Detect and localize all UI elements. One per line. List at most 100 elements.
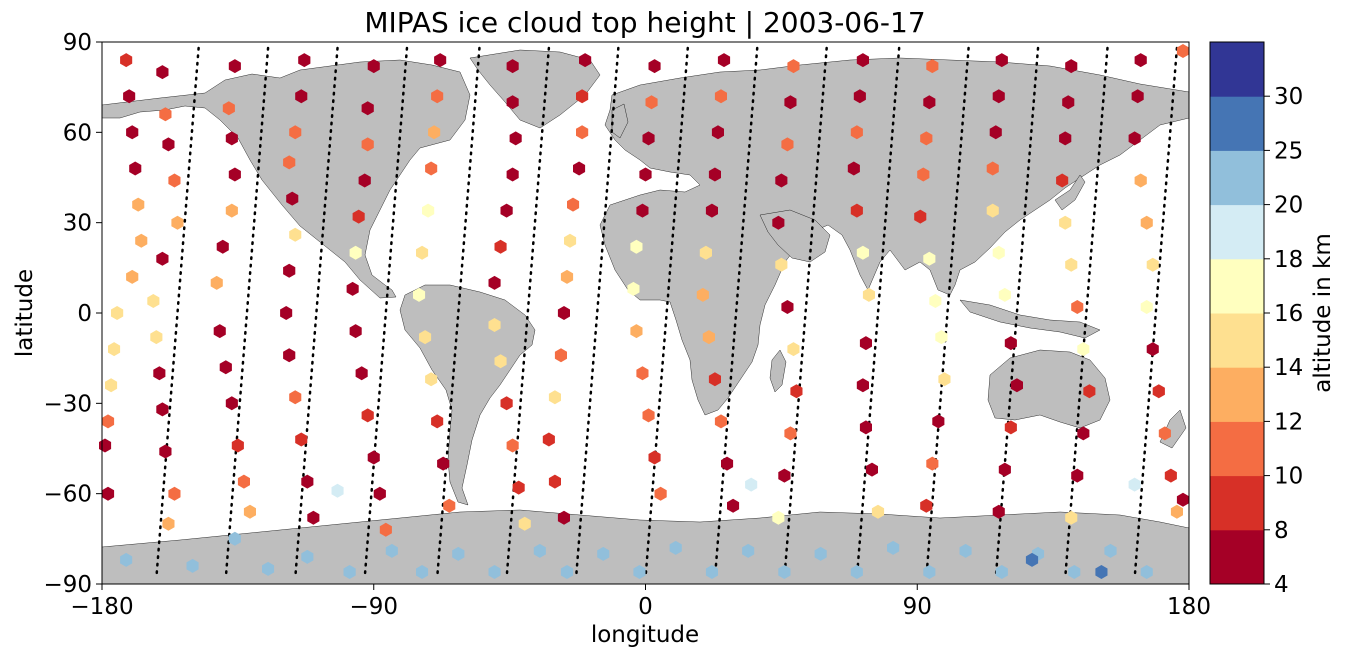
data-point-13 [159, 107, 172, 122]
data-point-212 [814, 546, 827, 561]
data-point-132 [781, 300, 794, 314]
data-point-211 [742, 543, 755, 558]
data-point-205 [301, 549, 314, 564]
x-tick-label-2: 0 [638, 594, 653, 620]
data-point-93 [567, 197, 580, 212]
data-point-155 [923, 251, 936, 266]
colorbar-tick-label-9: 30 [1274, 84, 1303, 110]
data-point-167 [992, 245, 1005, 260]
data-point-48 [295, 432, 308, 447]
data-point-70 [413, 287, 426, 302]
orbit-track-2 [293, 46, 339, 580]
data-point-209 [597, 546, 610, 561]
data-point-3 [129, 161, 142, 176]
data-point-227 [850, 565, 863, 579]
y-axis-label: latitude [12, 269, 38, 357]
data-point-175 [1062, 95, 1075, 110]
data-point-123 [714, 414, 727, 429]
data-point-168 [998, 287, 1011, 302]
data-point-46 [283, 348, 296, 363]
data-point-36 [237, 474, 250, 489]
y-tick-label-3: 0 [77, 301, 92, 327]
colorbar-tick-label-3: 12 [1274, 409, 1303, 435]
british-isles-land [611, 103, 629, 139]
data-point-22 [159, 444, 172, 459]
data-point-150 [926, 59, 939, 74]
data-point-45 [280, 306, 293, 320]
data-point-188 [1128, 131, 1141, 146]
y-tick-label-0: 90 [63, 30, 92, 56]
colorbar-bin-1 [1210, 475, 1264, 531]
data-point-148 [865, 462, 878, 477]
data-point-9 [105, 378, 118, 393]
data-point-207 [452, 546, 465, 561]
data-point-79 [506, 167, 519, 182]
data-point-108 [627, 281, 640, 296]
data-point-149 [871, 504, 885, 519]
colorbar-bin-4 [1210, 313, 1264, 368]
data-point-165 [986, 161, 999, 176]
data-point-35 [231, 438, 244, 453]
data-point-206 [385, 543, 398, 558]
data-point-23 [168, 486, 181, 501]
data-point-113 [654, 486, 667, 501]
data-point-186 [1134, 53, 1147, 68]
data-point-229 [995, 565, 1008, 579]
data-point-115 [714, 89, 727, 104]
cloud-markers [99, 44, 1189, 579]
data-point-40 [289, 125, 302, 140]
data-point-81 [494, 239, 507, 254]
data-point-228 [923, 565, 936, 579]
x-tick-label-4: 180 [1167, 594, 1211, 620]
data-point-141 [847, 161, 860, 176]
x-tick-label-0: −180 [70, 594, 133, 620]
data-point-223 [560, 565, 574, 579]
data-point-217 [120, 552, 133, 567]
data-point-67 [425, 161, 438, 176]
data-point-152 [920, 131, 933, 146]
data-point-73 [431, 414, 444, 429]
data-point-204 [228, 531, 241, 546]
data-point-134 [790, 384, 803, 399]
plot-area [99, 41, 1190, 585]
data-point-80 [500, 203, 513, 218]
data-point-111 [642, 408, 655, 423]
data-point-84 [494, 354, 507, 369]
orbit-track-4 [435, 46, 481, 580]
data-point-146 [856, 378, 869, 393]
data-point-61 [367, 450, 380, 465]
data-point-103 [645, 95, 658, 110]
data-point-216 [1104, 543, 1117, 558]
data-point-90 [576, 89, 589, 104]
antarctica-land [101, 509, 1190, 585]
data-point-119 [699, 245, 712, 260]
data-point-130 [772, 215, 785, 230]
colorbar-bin-9 [1210, 42, 1264, 97]
data-point-77 [506, 95, 519, 110]
data-point-56 [349, 245, 362, 260]
data-point-17 [156, 251, 169, 266]
data-point-39 [295, 89, 308, 104]
data-point-20 [153, 366, 166, 381]
data-point-72 [425, 372, 438, 387]
x-axis-label: longitude [591, 622, 699, 648]
data-point-181 [1077, 342, 1090, 357]
data-point-131 [775, 257, 788, 272]
data-point-196 [1164, 468, 1177, 483]
data-point-89 [579, 53, 592, 68]
data-point-145 [859, 336, 872, 351]
data-point-224 [633, 565, 646, 579]
data-point-38 [298, 53, 311, 68]
data-point-33 [219, 360, 232, 375]
data-point-51 [367, 59, 380, 74]
data-point-41 [283, 155, 296, 170]
data-point-201 [1128, 477, 1141, 492]
data-point-177 [1056, 173, 1069, 188]
data-point-156 [929, 294, 942, 308]
data-point-183 [1077, 426, 1090, 441]
orbit-track-0 [155, 46, 200, 580]
data-point-30 [216, 239, 229, 254]
data-point-220 [343, 565, 356, 579]
orbit-track-10 [855, 46, 901, 580]
